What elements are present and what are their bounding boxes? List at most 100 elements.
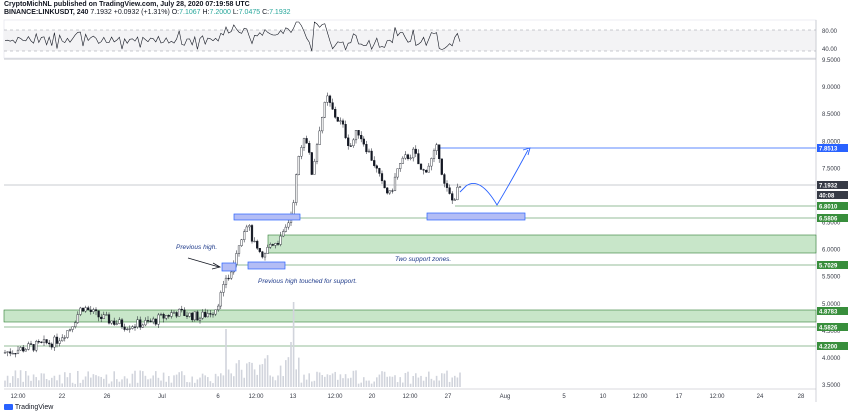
last-price: 7.1932 [90,9,112,16]
candle-body [279,235,282,245]
volume-bar [253,369,256,387]
close-label: C: [262,9,270,16]
candle-body [131,326,134,329]
candle-body [100,316,103,319]
candle-body [118,319,121,324]
price-tick-label: 4.5000 [822,329,841,335]
volume-bar [295,369,297,387]
volume-bar [53,375,56,387]
candle-body [22,347,25,352]
volume-bar [360,382,362,387]
candle-body [120,319,124,328]
volume-bar [261,364,264,387]
tradingview-wordmark: TradingView [14,404,54,411]
time-axis-label: 20 [369,394,376,400]
price-axis[interactable]: 9.50009.00008.50008.00007.50007.00006.50… [822,58,841,389]
volume-bar [136,382,139,387]
volume-bar [4,380,6,387]
highlight-box-previous-high [221,262,237,272]
volume-bar [300,382,303,387]
volume-bar [79,382,82,387]
volume-bar [383,371,386,387]
candle-body [209,313,212,315]
volume-bar [308,373,310,387]
volume-bar [282,376,284,387]
time-axis-label: 27 [445,394,452,400]
volume-bar [259,364,261,387]
volume-bar [110,381,113,387]
volume-bar [144,375,147,387]
footer [0,402,850,418]
candle-body [110,320,113,324]
candle-body [388,190,391,194]
price-tick-label: 9.0000 [822,85,841,91]
volume-bar [331,373,334,387]
volume-bar [350,377,352,387]
volume-bar [40,373,43,387]
volume-bar [14,370,17,387]
price-label-text: 6.8010 [819,205,838,211]
candle-body [445,183,449,188]
candle-body [133,326,137,328]
close-value: 7.1932 [269,9,291,16]
candle-body [224,277,228,285]
candle-body [245,226,248,232]
candle-body [175,312,178,317]
volume-bar [334,371,336,387]
volume-bar [199,377,201,387]
candle-body [14,353,17,355]
volume-bar [56,380,58,387]
candle-body [419,163,423,170]
candle-body [40,341,43,343]
candle-body [287,222,290,228]
candle-body [378,168,381,174]
volume-bar [61,383,63,387]
candle-body [115,323,118,325]
volume-bar [438,380,440,387]
price-label-text: 40:08 [819,194,835,200]
volume-bar [131,373,134,387]
volume-bar [251,362,253,387]
candle-body [339,120,342,122]
candle-body [222,284,225,293]
volume-bar [87,371,89,387]
candle-body [248,225,251,228]
price-label-text: 7.1932 [819,184,838,190]
volume-bar [84,376,87,387]
volume-bar [178,372,180,387]
volume-bar [77,370,79,387]
volume-bar [415,373,417,387]
volume-bar [417,377,420,387]
tradingview-logo[interactable]: TradingView [4,404,53,411]
candle-body [227,277,230,280]
price-label-box [817,144,848,152]
volume-bar [113,371,115,387]
volume-bar [303,374,305,387]
volume-bar [266,355,269,387]
symbol-label: BINANCE:LINKUSDT, 240 [4,9,89,16]
volume-bar [48,380,50,387]
candle-body [422,169,425,171]
time-axis-label: 12:00 [709,394,725,400]
volume-bar [123,376,126,387]
time-axis[interactable]: 12:00 22 26 Jul 6 12:00 13 12:00 20 12:00 27 Aug 5 10… [10,394,805,400]
candle-body [308,143,311,153]
annotation-previous-high: Previous high. [176,244,217,251]
candle-body [35,341,38,351]
volume-bar [274,380,277,387]
candle-body [204,311,207,318]
volume-bar [238,360,240,387]
volume-bar [126,378,128,387]
candle-body [172,312,176,314]
candle-body [352,139,355,147]
time-axis-label: 12:00 [248,394,264,400]
volume-bar [43,373,45,387]
volume-bar [451,377,453,387]
candle-body [97,310,100,318]
volume-bar [412,375,414,387]
projection-arrowhead [522,147,531,156]
volume-bar [287,357,290,387]
volume-bar [69,372,71,387]
candle-body [29,343,33,345]
